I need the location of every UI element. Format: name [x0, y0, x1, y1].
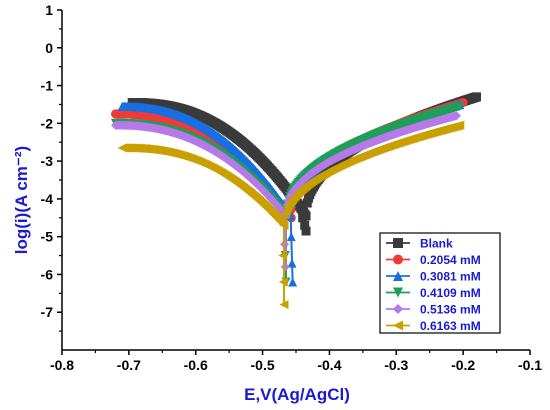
spike-point: [300, 220, 310, 230]
spike-point: [301, 226, 311, 236]
spike-point: [287, 258, 297, 268]
legend-marker-5: [393, 320, 403, 331]
x-tick-label: -0.5: [251, 357, 275, 373]
x-tick-label: -0.7: [117, 357, 141, 373]
legend-label-5: 0.6163 mM: [420, 319, 481, 333]
spike-point: [278, 277, 288, 287]
x-tick-label: -0.6: [184, 357, 208, 373]
legend-label-3: 0.4109 mM: [420, 286, 481, 300]
data-point: [451, 111, 461, 121]
y-tick-label: -4: [41, 191, 54, 207]
legend-marker-2: [393, 271, 403, 281]
x-tick-label: -0.8: [50, 357, 74, 373]
series-band-5: [117, 120, 465, 230]
axes-layer: -0.8 -0.7 -0.6 -0.5 -0.4 -0.3 -0.2 -0.1 1 0 -1 -2 -3…: [41, 2, 543, 373]
x-tick-label: -0.1: [518, 357, 542, 373]
legend-label-1: 0.2054 mM: [420, 253, 481, 267]
data-point: [455, 101, 465, 111]
x-tick-label: -0.3: [384, 357, 408, 373]
legend-label-4: 0.5136 mM: [420, 303, 481, 317]
y-tick-label: 0: [45, 40, 53, 56]
spike-point: [286, 232, 296, 242]
x-tick-label: -0.4: [317, 357, 341, 373]
legend-marker-3: [393, 287, 403, 298]
legend-box: [379, 232, 501, 334]
legend-marker-4: [393, 304, 403, 314]
legend-marker-1: [393, 254, 403, 265]
spike-point: [278, 251, 288, 261]
data-point: [472, 92, 482, 102]
spike-point: [288, 277, 298, 287]
data-point: [455, 120, 465, 130]
series-layer: [110, 92, 482, 310]
y-tick-label: -6: [41, 266, 54, 282]
legend: Blank 0.2054 mM 0.3081 mM 0.4109 mM 0.5136 m…: [379, 232, 501, 334]
spike-point: [280, 262, 290, 272]
y-tick-label: 1: [45, 2, 53, 18]
x-axis-title: E,V(Ag/AgCl): [244, 385, 350, 404]
legend-marker-0: [393, 238, 403, 248]
series-band-4: [110, 111, 461, 221]
series-5: [117, 120, 465, 310]
y-tick-label: -7: [41, 304, 54, 320]
x-tick-label: -0.2: [451, 357, 475, 373]
spike-point: [298, 213, 308, 223]
y-axis-title: log(i)(A cm⁻²): [12, 146, 31, 254]
spike-line: [289, 215, 294, 283]
y-tick-label: -1: [41, 78, 54, 94]
legend-label-0: Blank: [420, 237, 453, 251]
y-tick-label: -2: [41, 115, 54, 131]
spike-point: [279, 300, 289, 310]
y-tick-label: -3: [41, 153, 54, 169]
legend-label-2: 0.3081 mM: [420, 270, 481, 284]
y-tick-label: -5: [41, 229, 54, 245]
data-point: [302, 198, 312, 208]
